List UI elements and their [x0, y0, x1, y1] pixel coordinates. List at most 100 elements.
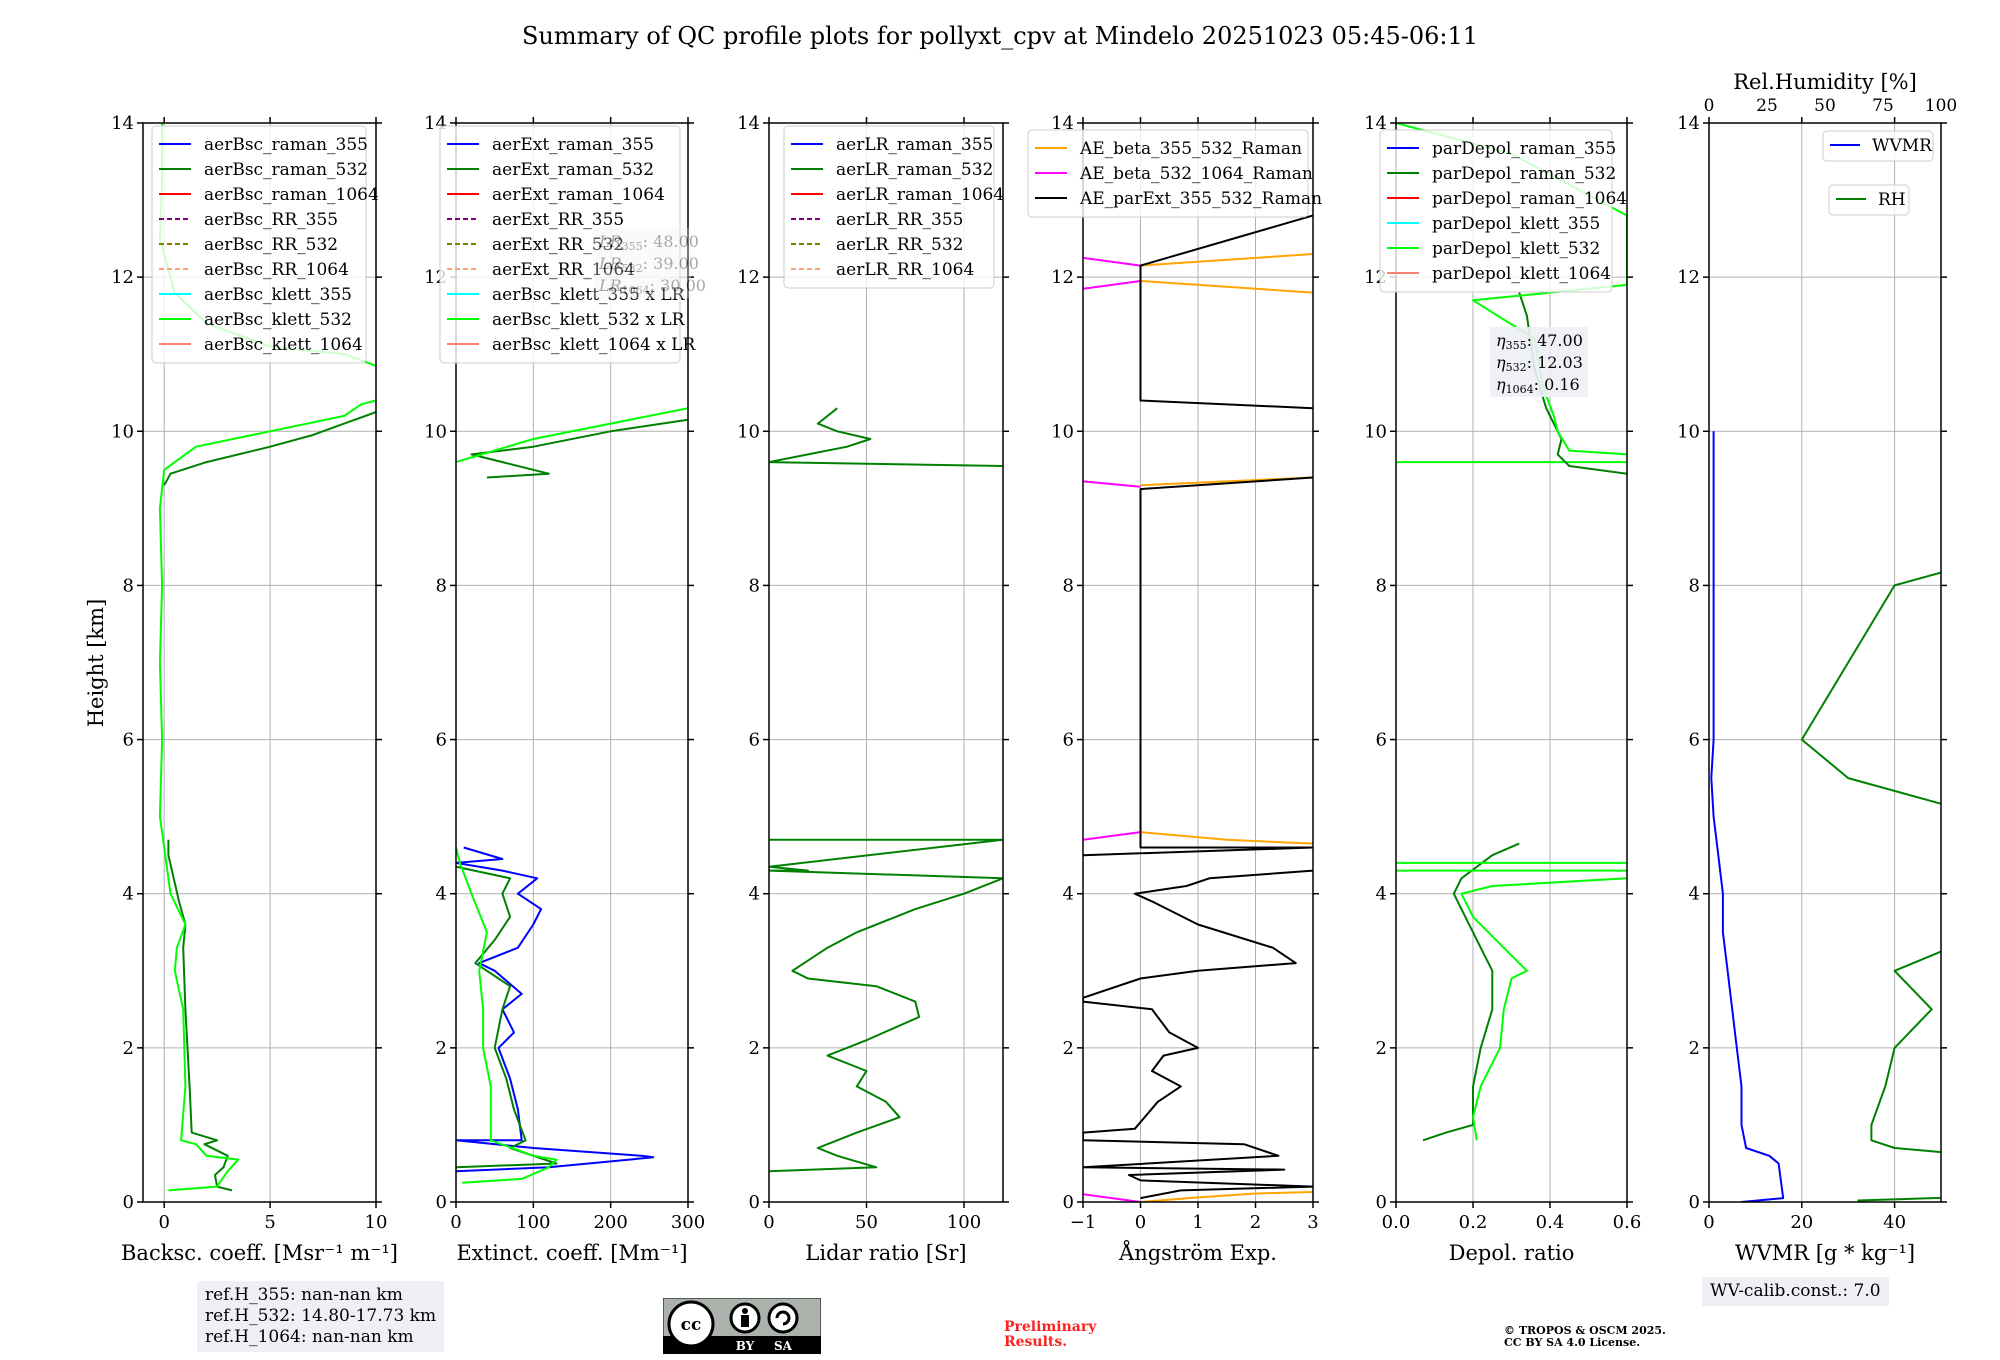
- legend-rh: RH: [1828, 184, 1910, 216]
- series-line-AE_beta_532_1064_Raman_mid: [1083, 831, 1141, 841]
- series-line-RH: [1800, 571, 1941, 1202]
- legend-label: aerBsc_RR_355: [204, 210, 338, 230]
- legend-label: aerBsc_RR_532: [204, 235, 338, 255]
- y-tick-label: 4: [1376, 884, 1387, 905]
- y-tick-label: 8: [1063, 575, 1074, 596]
- panel-backscatter: 0 5 10 0 2 4 6 8 10 12 14 Backsc. coeff. [Msr⁻¹ m⁻¹…: [111, 113, 398, 1265]
- y-tick-label: 10: [424, 421, 447, 442]
- series-line-AE_beta_532_1064_Raman_top3: [1083, 256, 1141, 267]
- x-tick-label: 5: [264, 1212, 275, 1233]
- y-tick-label: 10: [737, 421, 760, 442]
- panel-water_vapor: 0 20 40 0 2 4 6 8 10 12 14 WVMR [g * kg⁻¹] 0 25 50 75 10…: [1677, 70, 1957, 1265]
- series-line-AE_parExt_355_532_Raman_top: [1139, 214, 1313, 410]
- y-tick-label: 12: [111, 267, 134, 288]
- legend-label: aerBsc_klett_532: [204, 310, 352, 330]
- y-tick-label: 0: [749, 1192, 760, 1213]
- y-tick-label: 2: [1063, 1038, 1074, 1059]
- x-axis-label: Ångström Exp.: [1118, 1240, 1277, 1265]
- x-tick-label: 1: [1192, 1212, 1203, 1233]
- series-line-AE_parExt_355_532_Raman: [1083, 869, 1313, 1200]
- y-tick-label: 14: [1364, 113, 1387, 134]
- series-line-parDepol_klett_532: [1460, 877, 1627, 1141]
- legend: AE_beta_355_532_Raman AE_beta_532_1064_Ra…: [1027, 129, 1322, 218]
- legend-label: aerBsc_raman_1064: [204, 185, 379, 205]
- annotation-line: LR1064: 30.00: [598, 276, 706, 297]
- series-line-aerBsc_klett_532xLR: [456, 847, 558, 1184]
- y-tick-label: 6: [1689, 730, 1700, 751]
- series-line-AE_beta_532_1064_Raman: [1083, 1193, 1141, 1202]
- legend-label: aerBsc_klett_1064: [204, 335, 363, 355]
- ref-height-532: ref.H_532: 14.80-17.73 km: [205, 1306, 437, 1326]
- copyright-note: © TROPOS & OSCM 2025. CC BY SA 4.0 Licen…: [1504, 1324, 1666, 1349]
- x-tick-label: 0: [1703, 1212, 1714, 1233]
- legend-label: aerLR_RR_1064: [836, 260, 974, 280]
- x-axis-label: Extinct. coeff. [Mm⁻¹]: [456, 1241, 687, 1265]
- legend-label: aerExt_RR_355: [492, 210, 624, 230]
- legend-label: aerExt_raman_532: [492, 160, 654, 180]
- series-line-AE_beta_532_1064_Raman_top: [1083, 480, 1141, 488]
- axes-frame: [455, 122, 689, 1203]
- top-tick-label: 100: [1925, 96, 1957, 116]
- y-tick-label: 8: [123, 575, 134, 596]
- figure-title: Summary of QC profile plots for pollyxt_…: [521, 22, 1479, 50]
- series-line-AE_beta_355_532_Raman_mid: [1140, 831, 1313, 845]
- y-tick-label: 4: [436, 884, 447, 905]
- y-tick-label: 2: [436, 1038, 447, 1059]
- legend-label: aerExt_raman_1064: [492, 185, 665, 205]
- legend-box: [783, 125, 995, 289]
- legend-label: aerLR_RR_355: [836, 210, 963, 230]
- x-tick-label: 0: [763, 1212, 774, 1233]
- y-tick-label: 0: [1689, 1192, 1700, 1213]
- top-tick-label: 0: [1704, 96, 1715, 116]
- y-tick-label: 0: [436, 1192, 447, 1213]
- legend-label: aerLR_raman_532: [836, 160, 993, 180]
- axes-frame: [1395, 122, 1628, 1203]
- legend-label: aerExt_RR_532: [492, 235, 624, 255]
- x-tick-label: 20: [1790, 1212, 1813, 1233]
- y-tick-label: 4: [749, 884, 760, 905]
- y-tick-label: 4: [1063, 884, 1074, 905]
- x-tick-label: 10: [365, 1212, 388, 1233]
- y-tick-label: 14: [737, 113, 760, 134]
- axes-frame: [1708, 122, 1942, 1203]
- y-tick-label: 0: [1063, 1192, 1074, 1213]
- x-axis-label: WVMR [g * kg⁻¹]: [1735, 1241, 1915, 1265]
- y-tick-label: 10: [1364, 421, 1387, 442]
- legend-label: aerLR_raman_355: [836, 135, 993, 155]
- series-line-aerLR_raman_532_upper: [769, 407, 1003, 467]
- y-tick-label: 12: [737, 267, 760, 288]
- legend-label: AE_beta_355_532_Raman: [1079, 139, 1302, 159]
- legend-label: aerBsc_klett_355: [204, 285, 352, 305]
- preliminary-results-note: Preliminary Results.: [1004, 1319, 1097, 1350]
- legend-label: parDepol_raman_355: [1432, 139, 1616, 159]
- y-tick-label: 6: [1063, 730, 1074, 751]
- y-tick-label: 6: [749, 730, 760, 751]
- y-tick-label: 14: [1677, 113, 1700, 134]
- legend-label: aerLR_raman_1064: [836, 185, 1004, 205]
- reference-height-box: ref.H_355: nan-nan km ref.H_532: 14.80-1…: [197, 1281, 445, 1352]
- y-tick-label: 2: [123, 1038, 134, 1059]
- legend-label: aerBsc_raman_532: [204, 160, 368, 180]
- annotation-line: LR532: 39.00: [598, 254, 699, 275]
- legend-label: parDepol_raman_532: [1432, 164, 1616, 184]
- series-line-aerBsc_klett_532: [158, 399, 376, 1192]
- x-tick-label: 50: [855, 1212, 878, 1233]
- x-axis-label: Depol. ratio: [1449, 1241, 1575, 1265]
- legend-wvmr: WVMR: [1822, 130, 1934, 162]
- series-line-parDepol_raman_532_upper: [1518, 292, 1627, 475]
- x-tick-label: 100: [947, 1212, 981, 1233]
- annotation-line: LR355: 48.00: [598, 232, 699, 253]
- y-tick-label: 8: [749, 575, 760, 596]
- legend-box: [1379, 129, 1613, 293]
- x-tick-label: 40: [1883, 1212, 1906, 1233]
- y-tick-label: 0: [1376, 1192, 1387, 1213]
- legend: aerLR_raman_355 aerLR_raman_532 aerLR_rama…: [783, 125, 1004, 289]
- x-tick-label: 0.2: [1459, 1212, 1488, 1233]
- ref-height-355: ref.H_355: nan-nan km: [205, 1285, 403, 1305]
- legend-label: AE_parExt_355_532_Raman: [1079, 189, 1322, 209]
- y-tick-label: 0: [123, 1192, 134, 1213]
- x-tick-label: 3: [1307, 1212, 1318, 1233]
- series-group: [1083, 214, 1313, 1202]
- legend-label: aerExt_RR_1064: [492, 260, 635, 280]
